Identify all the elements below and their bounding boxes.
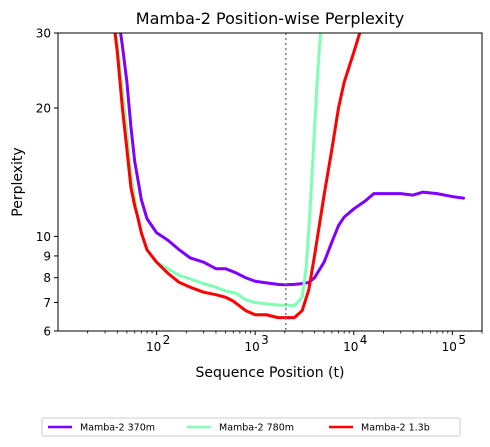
x-tick-exponent: 4 [360, 333, 368, 347]
legend-label-780m: Mamba-2 780m [219, 423, 294, 434]
x-axis-label: Sequence Position (t) [196, 365, 345, 381]
x-tick-label: 10 [245, 340, 260, 354]
y-tick-label: 8 [43, 271, 51, 285]
x-tick-label: 10 [343, 340, 358, 354]
x-tick-exponent: 3 [261, 333, 269, 347]
y-tick-label: 30 [36, 27, 51, 41]
y-axis-label: Perplexity [10, 147, 26, 216]
y-tick-label: 9 [43, 249, 51, 263]
plot-frame [57, 32, 483, 332]
legend: Mamba-2 370m Mamba-2 780m Mamba-2 1.3b [41, 417, 461, 437]
y-tick-label: 7 [43, 296, 51, 310]
series-line-0 [119, 33, 466, 287]
series-line-1 [114, 33, 323, 308]
chart-title: Mamba-2 Position-wise Perplexity [136, 9, 404, 28]
x-tick-label: 10 [442, 340, 457, 354]
x-tick-label: 10 [146, 340, 161, 354]
y-tick-label: 6 [43, 325, 51, 339]
y-tick-label: 10 [36, 230, 51, 244]
series-layer [113, 33, 466, 320]
legend-box [41, 417, 461, 437]
x-tick-exponent: 2 [163, 333, 171, 347]
y-tick-label: 20 [36, 102, 51, 116]
series-line-2 [113, 33, 362, 320]
legend-label-1.3b: Mamba-2 1.3b [361, 423, 430, 434]
x-tick-exponent: 5 [458, 333, 466, 347]
legend-label-370m: Mamba-2 370m [80, 423, 155, 434]
